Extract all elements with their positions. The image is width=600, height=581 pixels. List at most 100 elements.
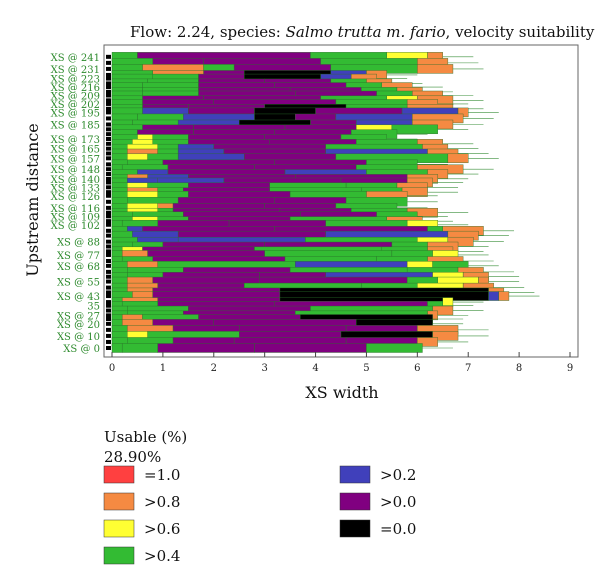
x-ticks: 0 1 2 3 4 5 6 7 8 9 xyxy=(109,352,573,374)
x-tick-label: 8 xyxy=(516,363,522,374)
xs-marker xyxy=(106,176,111,181)
xs-marker xyxy=(106,101,111,106)
xs-marker xyxy=(106,127,111,132)
legend-swatch xyxy=(339,465,371,484)
x-tick-label: 7 xyxy=(465,363,471,374)
legend-swatch xyxy=(103,465,135,484)
xs-marker xyxy=(106,98,111,103)
y-tick-label: XS @ 173 xyxy=(51,135,100,146)
y-tick-label: XS @ 140 xyxy=(51,175,100,186)
y-tick-label: XS @ 109 xyxy=(51,212,100,223)
legend-swatch xyxy=(103,546,135,565)
bar-segment xyxy=(447,153,469,164)
xs-marker xyxy=(106,228,111,233)
xs-marker xyxy=(106,327,111,332)
xs-marker xyxy=(106,269,111,274)
xs-marker xyxy=(106,85,111,90)
y-tick-label: XS @ 0 xyxy=(63,344,100,355)
xs-marker xyxy=(106,89,111,94)
y-tick-label: 35 xyxy=(87,302,100,313)
xs-marker xyxy=(106,294,111,299)
legend: Usable (%) 28.90% =1.0 >0.8 >0.6 >0.4 >0.2 >0… xyxy=(103,428,416,565)
y-tick-label: XS @ 195 xyxy=(51,108,100,119)
xs-marker xyxy=(106,190,111,195)
xs-marker xyxy=(106,263,111,268)
y-tick-label: XS @ 55 xyxy=(57,278,100,289)
xs-marker xyxy=(106,180,111,185)
y-tick-label: XS @ 126 xyxy=(51,192,100,203)
xs-marker xyxy=(106,300,111,305)
x-tick-label: 9 xyxy=(567,363,573,374)
bar-segment xyxy=(391,124,438,135)
xs-marker xyxy=(106,222,111,227)
chart-title-suffix: , velocity suitability xyxy=(446,23,595,41)
xs-marker xyxy=(106,106,111,111)
xs-marker xyxy=(106,76,111,81)
bar-segment xyxy=(157,343,255,353)
bar-segment xyxy=(442,297,454,307)
xs-marker xyxy=(106,193,111,198)
xs-marker xyxy=(106,346,111,350)
xs-marker xyxy=(106,239,111,244)
y-tick-label: XS @ 202 xyxy=(51,100,100,111)
xs-marker xyxy=(106,279,111,284)
xs-marker xyxy=(106,81,111,86)
xs-marker xyxy=(106,259,111,264)
xs-marker xyxy=(106,219,111,224)
x-tick-label: 2 xyxy=(211,363,217,374)
legend-swatch xyxy=(103,492,135,511)
y-tick-label: XS @ 43 xyxy=(57,292,100,303)
legend-entry-label: >0.8 xyxy=(144,493,180,511)
xs-marker xyxy=(106,172,111,177)
x-axis-title: XS width xyxy=(305,383,378,402)
bar-segment xyxy=(498,291,510,301)
xs-marker xyxy=(106,60,111,65)
xs-marker xyxy=(106,210,111,215)
legend-swatch xyxy=(339,519,371,538)
legend-entry-label: >0.0 xyxy=(380,493,416,511)
xs-marker xyxy=(106,249,111,254)
xs-marker xyxy=(106,110,111,115)
xs-marker xyxy=(106,54,111,59)
xs-marker xyxy=(106,339,111,344)
legend-entries: =1.0 >0.8 >0.6 >0.4 >0.2 >0.0 =0.0 xyxy=(103,465,416,565)
legend-swatch xyxy=(103,519,135,538)
y-tick-label: XS @ 133 xyxy=(51,183,100,194)
xs-marker xyxy=(106,72,111,77)
xs-marker xyxy=(106,185,111,190)
y-tick-label: XS @ 241 xyxy=(51,53,100,64)
xs-marker xyxy=(106,199,111,204)
y-tick-label: XS @ 148 xyxy=(51,165,100,176)
x-tick-label: 5 xyxy=(363,363,369,374)
legend-entry-label: >0.6 xyxy=(144,520,180,538)
bar-segment xyxy=(366,343,423,353)
xs-marker xyxy=(106,66,111,71)
legend-usable-value: 28.90% xyxy=(104,448,161,466)
y-tick-label: XS @ 88 xyxy=(57,238,100,249)
bars-layer xyxy=(106,52,540,353)
xs-marker xyxy=(106,214,111,219)
legend-entry-label: >0.2 xyxy=(380,466,416,484)
legend-entry-label: =1.0 xyxy=(144,466,180,484)
y-tick-label: XS @ 20 xyxy=(57,320,100,331)
y-tick-label: XS @ 102 xyxy=(51,221,100,232)
y-tick-label: XS @ 223 xyxy=(51,75,100,86)
bar-segment xyxy=(488,291,499,301)
x-tick-label: 1 xyxy=(160,363,166,374)
bar-segment xyxy=(254,343,367,353)
y-tick-label: XS @ 10 xyxy=(57,332,100,343)
chart-title-species: Salmo trutta m. fario xyxy=(286,23,446,41)
y-tick-label: XS @ 27 xyxy=(57,311,100,322)
xs-marker xyxy=(106,233,111,238)
bar-segment xyxy=(111,343,123,353)
xs-marker xyxy=(106,151,111,156)
xs-marker xyxy=(106,252,111,257)
y-tick-label: XS @ 77 xyxy=(57,251,100,262)
legend-entry-label: =0.0 xyxy=(380,520,416,538)
xs-marker xyxy=(106,244,111,249)
xs-marker xyxy=(106,146,111,151)
xs-marker xyxy=(106,333,111,338)
xs-marker xyxy=(106,313,111,318)
